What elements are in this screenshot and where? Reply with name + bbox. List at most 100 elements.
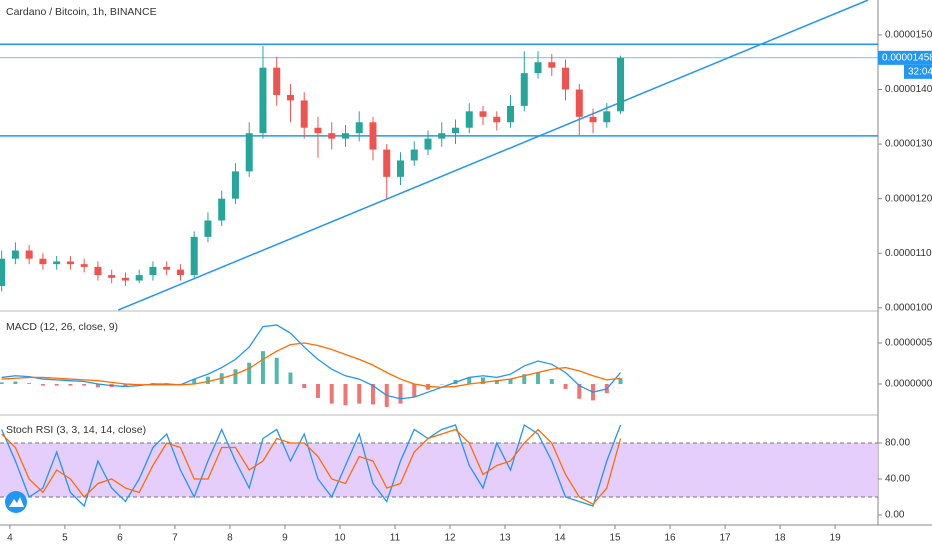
candle-body <box>520 73 528 106</box>
histogram-bar <box>315 383 320 398</box>
histogram-bar <box>398 383 403 404</box>
stoch-title: Stoch RSI (3, 3, 14, 14, close) <box>6 424 146 436</box>
logo[interactable] <box>5 491 27 513</box>
candle-body <box>548 62 556 68</box>
histogram-bar <box>27 383 32 384</box>
x-tick-label: 16 <box>664 533 676 544</box>
candle-body <box>286 94 294 101</box>
logo-icon[interactable] <box>9 497 24 507</box>
histogram-bar <box>370 383 375 405</box>
y-tick-label: 40.00 <box>885 474 910 485</box>
x-tick-label: 14 <box>554 533 566 544</box>
chart-title: Cardano / Bitcoin, 1h, BINANCE <box>6 6 157 18</box>
candle-body <box>341 133 349 139</box>
histogram-bar <box>577 383 582 399</box>
x-tick-label: 10 <box>334 533 346 544</box>
candle-body <box>355 122 363 134</box>
candle-body <box>149 266 157 276</box>
histogram-bar <box>412 383 417 398</box>
candle-body <box>11 250 19 259</box>
candle-body <box>190 236 198 276</box>
x-tick-label: 4 <box>7 533 13 544</box>
x-tick-label: 13 <box>499 533 511 544</box>
candle-body <box>383 149 391 177</box>
candle-body <box>328 133 336 139</box>
histogram-bar <box>481 377 486 384</box>
band-fill <box>0 443 878 498</box>
histogram-bar <box>522 374 527 384</box>
x-tick-label: 12 <box>444 533 456 544</box>
candle-body <box>479 111 487 117</box>
candle-body <box>452 127 460 134</box>
histogram-bar <box>508 379 513 384</box>
histogram-bar <box>68 383 73 386</box>
candle-body <box>218 198 226 221</box>
candle-body <box>465 111 473 128</box>
candle-body <box>0 258 6 286</box>
histogram-bar <box>549 379 554 384</box>
histogram-bar <box>536 372 541 384</box>
candle-body <box>135 275 143 281</box>
x-tick-label: 11 <box>390 533 401 544</box>
x-tick-label: 19 <box>830 533 842 544</box>
candle-body <box>204 220 212 237</box>
candle-body <box>507 105 515 123</box>
histogram-bar <box>618 378 623 384</box>
candle-body <box>80 264 88 267</box>
candle-body <box>66 261 74 265</box>
candle-body <box>314 127 322 134</box>
countdown-label: 32:04 <box>908 66 932 77</box>
x-tick-label: 9 <box>282 533 288 544</box>
histogram-bar <box>40 383 45 386</box>
candle-body <box>396 160 404 177</box>
histogram-bar <box>563 383 568 389</box>
histogram-bar <box>343 383 348 406</box>
candle-body <box>300 100 308 128</box>
x-tick-label: 15 <box>609 533 621 544</box>
candle-body <box>589 116 597 123</box>
candle-body <box>424 138 432 150</box>
histogram-bar <box>329 383 334 404</box>
histogram-bar <box>82 383 87 386</box>
candle-body <box>94 266 102 276</box>
x-tick-label: 18 <box>775 533 787 544</box>
y-tick-label: 80.00 <box>885 438 910 449</box>
indicator-line <box>1 324 622 400</box>
macd-title: MACD (12, 26, close, 9) <box>6 321 118 333</box>
last-price-label: 0.00001458 <box>882 52 932 63</box>
candle-body <box>53 261 61 265</box>
candle-body <box>493 116 501 123</box>
indicator-line <box>1 428 622 506</box>
x-tick-label: 7 <box>172 533 178 544</box>
candle-body <box>410 149 418 161</box>
histogram-bar <box>205 376 210 384</box>
candle-body <box>273 67 281 95</box>
candle-body <box>575 89 583 117</box>
histogram-bar <box>95 383 100 388</box>
histogram-bar <box>13 381 18 384</box>
candle-body <box>121 277 129 281</box>
candle-body <box>39 258 47 265</box>
histogram-bar <box>247 362 252 384</box>
indicator-line <box>1 423 622 508</box>
histogram-bar <box>192 379 197 384</box>
candle-body <box>438 133 446 139</box>
x-tick-label: 5 <box>62 533 68 544</box>
histogram-bar <box>494 380 499 384</box>
candle-body <box>176 269 184 276</box>
candle-body <box>25 250 33 259</box>
histogram-bar <box>123 383 128 387</box>
candle-body <box>108 275 116 278</box>
histogram-bar <box>54 383 59 386</box>
candle-body <box>534 62 542 74</box>
histogram-bar <box>274 357 279 384</box>
histogram-bar <box>233 369 238 384</box>
x-tick-label: 8 <box>227 533 233 544</box>
histogram-bar <box>288 372 293 384</box>
